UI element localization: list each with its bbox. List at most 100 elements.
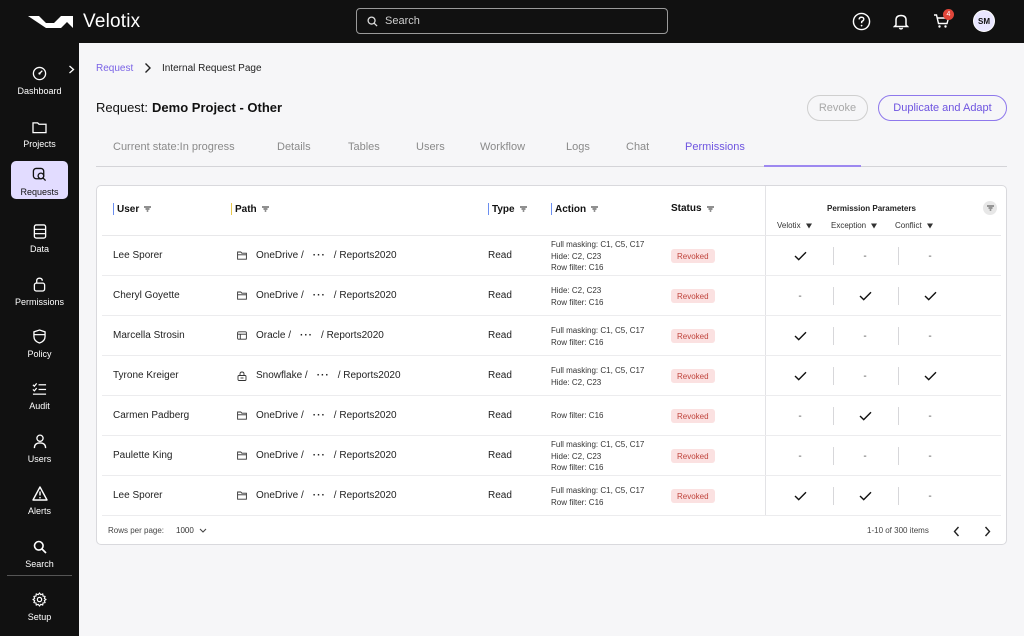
sidebar-item-policy[interactable]: Policy [11, 323, 68, 361]
sidebar-item-projects[interactable]: Projects [11, 113, 68, 151]
sidebar-expand-icon[interactable] [68, 65, 75, 74]
action-line: Row filter: C16 [551, 337, 604, 347]
global-search[interactable] [356, 8, 668, 34]
table-row[interactable]: Lee Sporer OneDrive / ··· / Reports2020 … [102, 236, 1001, 276]
sidebar-item-setup[interactable]: Setup [11, 586, 68, 624]
revoke-button[interactable]: Revoke [807, 95, 868, 121]
column-header-exception[interactable]: Exception [831, 221, 878, 230]
previous-page-button[interactable] [949, 524, 963, 538]
user-name[interactable]: Lee Sporer [113, 250, 163, 261]
column-separator [898, 487, 899, 505]
database-icon [33, 224, 46, 239]
breadcrumb-request-link[interactable]: Request [96, 63, 134, 74]
sidebar-item-search[interactable]: Search [11, 533, 68, 571]
more-path-icon[interactable]: ··· [312, 450, 326, 461]
column-header-type[interactable]: Type [488, 203, 527, 215]
tab-tables[interactable]: Tables [348, 141, 380, 153]
status-badge: Revoked [671, 489, 715, 503]
user-name[interactable]: Marcella Strosin [113, 330, 185, 341]
sidebar-item-label: Alerts [27, 506, 51, 516]
tab-chat[interactable]: Chat [626, 141, 650, 153]
tab-current-state[interactable]: Current state:In progress [113, 141, 235, 153]
more-path-icon[interactable]: ··· [312, 410, 326, 421]
sidebar-item-data[interactable]: Data [11, 218, 68, 256]
user-name[interactable]: Paulette King [113, 450, 173, 461]
filter-icon[interactable] [144, 206, 152, 212]
sidebar-item-label: Dashboard [17, 86, 62, 96]
path-cell[interactable]: Snowflake / ··· / Reports2020 [237, 370, 401, 381]
table-row[interactable]: Cheryl Goyette OneDrive / ··· / Reports2… [102, 276, 1001, 316]
table-row[interactable]: Tyrone Kreiger Snowflake / ··· / Reports… [102, 356, 1001, 396]
column-separator [833, 407, 834, 425]
permission-type: Read [488, 490, 512, 501]
table-row[interactable]: Marcella Strosin Oracle / ··· / Reports2… [102, 316, 1001, 356]
tab-logs[interactable]: Logs [566, 141, 590, 153]
check-icon [857, 488, 873, 504]
table-row[interactable]: Lee Sporer OneDrive / ··· / Reports2020 … [102, 476, 1001, 516]
table-row[interactable]: Paulette King OneDrive / ··· / Reports20… [102, 436, 1001, 476]
column-header-status[interactable]: Status [671, 203, 714, 214]
check-icon [792, 368, 808, 384]
path-cell[interactable]: OneDrive / ··· / Reports2020 [237, 490, 397, 501]
tab-permissions[interactable]: Permissions [685, 141, 745, 153]
more-path-icon[interactable]: ··· [312, 290, 326, 301]
tab-users[interactable]: Users [416, 141, 445, 153]
user-name[interactable]: Tyrone Kreiger [113, 370, 179, 381]
avatar[interactable]: SM [973, 10, 995, 32]
lock-icon [33, 277, 46, 292]
sort-icon[interactable] [805, 223, 812, 229]
filter-icon[interactable] [261, 206, 269, 212]
rows-per-page-select[interactable]: 1000 [176, 526, 194, 535]
table-row[interactable]: Carmen Padberg OneDrive / ··· / Reports2… [102, 396, 1001, 436]
action-line: Hide: C2, C23 [551, 451, 602, 461]
filter-icon[interactable] [591, 206, 599, 212]
table-icon [237, 331, 247, 340]
column-header-velotix[interactable]: Velotix [777, 221, 812, 230]
shield-icon [33, 329, 46, 344]
more-path-icon[interactable]: ··· [312, 490, 326, 501]
filter-icon[interactable] [519, 206, 527, 212]
permissions-table: User Path Type Action Status Permission … [96, 185, 1007, 545]
more-path-icon[interactable]: ··· [300, 330, 314, 341]
duplicate-and-adapt-button[interactable]: Duplicate and Adapt [878, 95, 1007, 121]
sort-icon[interactable] [871, 223, 878, 229]
user-name[interactable]: Cheryl Goyette [113, 290, 180, 301]
column-header-action[interactable]: Action [551, 203, 599, 215]
more-path-icon[interactable]: ··· [316, 370, 330, 381]
status-badge: Revoked [671, 289, 715, 303]
sidebar-item-label: Policy [27, 349, 52, 359]
sidebar-item-dashboard[interactable]: Dashboard [11, 60, 68, 98]
active-tab-indicator [764, 165, 861, 167]
sidebar-item-permissions[interactable]: Permissions [11, 271, 68, 309]
path-cell[interactable]: OneDrive / ··· / Reports2020 [237, 410, 397, 421]
column-header-path[interactable]: Path [231, 203, 269, 215]
bell-icon[interactable] [891, 11, 911, 31]
table-footer: Rows per page: 1000 1-10 of 300 items [97, 517, 1006, 544]
more-path-icon[interactable]: ··· [312, 250, 326, 261]
user-name[interactable]: Lee Sporer [113, 490, 163, 501]
velotix-logo-icon [28, 16, 73, 28]
folder-icon [237, 251, 247, 260]
path-cell[interactable]: Oracle / ··· / Reports2020 [237, 330, 384, 341]
tab-workflow[interactable]: Workflow [480, 141, 526, 153]
folder-icon [237, 451, 247, 460]
chevron-down-icon[interactable] [199, 528, 207, 533]
sidebar-item-users[interactable]: Users [11, 428, 68, 466]
filter-icon[interactable] [706, 206, 714, 212]
column-header-user[interactable]: User [113, 203, 152, 215]
search-input[interactable] [385, 15, 645, 27]
column-settings-icon[interactable] [983, 201, 997, 215]
path-cell[interactable]: OneDrive / ··· / Reports2020 [237, 250, 397, 261]
column-header-conflict[interactable]: Conflict [895, 221, 933, 230]
help-icon[interactable] [851, 11, 871, 31]
tab-details[interactable]: Details [277, 141, 311, 153]
sidebar-item-alerts[interactable]: Alerts [11, 480, 68, 518]
sort-icon[interactable] [926, 223, 933, 229]
sidebar-item-audit[interactable]: Audit [11, 375, 68, 413]
next-page-button[interactable] [980, 524, 994, 538]
app-logo[interactable]: Velotix [28, 11, 140, 33]
path-cell[interactable]: OneDrive / ··· / Reports2020 [237, 450, 397, 461]
path-cell[interactable]: OneDrive / ··· / Reports2020 [237, 290, 397, 301]
user-name[interactable]: Carmen Padberg [113, 410, 190, 421]
sidebar-item-requests[interactable]: Requests [11, 161, 68, 199]
